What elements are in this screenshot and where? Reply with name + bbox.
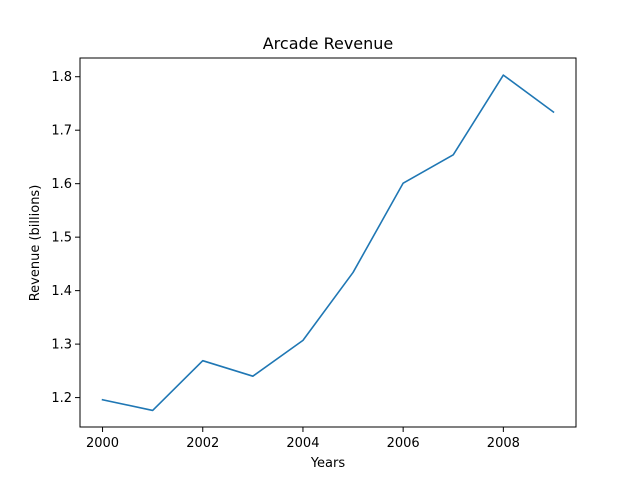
- data-point: [151, 409, 153, 411]
- data-point: [402, 182, 404, 184]
- chart-title: Arcade Revenue: [263, 34, 394, 53]
- x-axis-ticks: 2000 2002 2004 2006 2008: [86, 427, 520, 451]
- data-point: [502, 74, 504, 76]
- y-tick-label: 1.7: [51, 124, 72, 139]
- x-tick-label: 2002: [186, 436, 219, 451]
- data-point: [252, 375, 254, 377]
- y-tick-label: 1.4: [51, 284, 72, 299]
- x-tick-label: 2000: [86, 436, 119, 451]
- y-tick-label: 1.5: [51, 231, 72, 246]
- data-point: [202, 359, 204, 361]
- y-tick-label: 1.6: [51, 177, 72, 192]
- y-tick-label: 1.2: [51, 391, 72, 406]
- y-tick-label: 1.3: [51, 338, 72, 353]
- series-line-revenue: [101, 74, 555, 412]
- x-tick-label: 2008: [487, 436, 520, 451]
- x-tick-label: 2006: [387, 436, 420, 451]
- y-axis-ticks: 1.2 1.3 1.4 1.5 1.6 1.7 1.8: [51, 70, 80, 406]
- y-tick-label: 1.8: [51, 70, 72, 85]
- plot-area: [79, 57, 577, 428]
- x-tick-label: 2004: [286, 436, 319, 451]
- x-axis-title: Years: [310, 456, 346, 471]
- data-point: [302, 339, 304, 341]
- data-point: [101, 399, 103, 401]
- data-point: [352, 271, 354, 273]
- data-point: [452, 154, 454, 156]
- y-axis-title: Revenue (billions): [28, 185, 43, 302]
- data-point: [552, 111, 554, 113]
